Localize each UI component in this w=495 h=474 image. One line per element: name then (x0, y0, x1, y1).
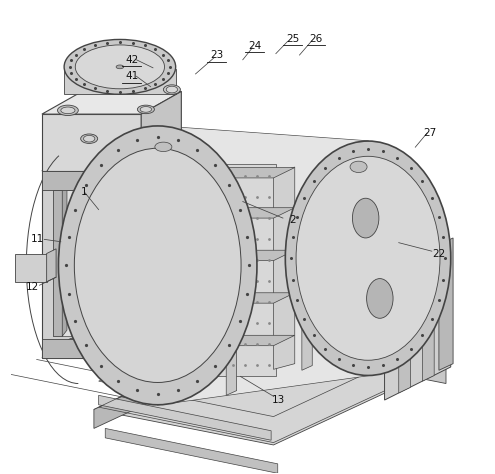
Polygon shape (158, 126, 368, 405)
Polygon shape (47, 249, 56, 282)
Ellipse shape (81, 134, 98, 144)
Text: 41: 41 (125, 71, 138, 82)
Polygon shape (190, 352, 198, 392)
Polygon shape (42, 338, 141, 357)
Polygon shape (64, 69, 176, 94)
Ellipse shape (64, 39, 176, 94)
Polygon shape (158, 208, 295, 218)
Text: 24: 24 (248, 41, 261, 51)
Polygon shape (94, 329, 446, 445)
Polygon shape (266, 329, 446, 383)
Ellipse shape (84, 136, 95, 142)
Polygon shape (226, 334, 237, 395)
Ellipse shape (57, 105, 78, 116)
Ellipse shape (285, 141, 451, 375)
Polygon shape (53, 190, 62, 336)
Polygon shape (270, 333, 278, 373)
Ellipse shape (75, 45, 164, 89)
Text: 1: 1 (81, 187, 88, 197)
Polygon shape (102, 183, 106, 336)
Polygon shape (42, 152, 141, 171)
Polygon shape (93, 190, 102, 336)
Text: 13: 13 (272, 395, 285, 405)
Polygon shape (158, 293, 295, 303)
Polygon shape (113, 152, 141, 357)
Polygon shape (158, 335, 295, 346)
Polygon shape (42, 114, 141, 171)
Polygon shape (99, 395, 271, 440)
Polygon shape (62, 183, 67, 336)
Polygon shape (158, 250, 295, 261)
Polygon shape (399, 256, 410, 393)
Ellipse shape (300, 305, 314, 315)
Ellipse shape (166, 86, 178, 93)
Polygon shape (422, 244, 434, 381)
Ellipse shape (296, 156, 440, 360)
Text: 22: 22 (432, 248, 446, 258)
Ellipse shape (155, 142, 172, 152)
Polygon shape (105, 428, 278, 474)
Ellipse shape (116, 65, 124, 69)
Polygon shape (274, 167, 295, 369)
Polygon shape (302, 309, 312, 370)
Polygon shape (42, 338, 113, 357)
Ellipse shape (367, 279, 393, 318)
Text: 12: 12 (26, 282, 39, 292)
Polygon shape (141, 91, 181, 171)
Polygon shape (42, 171, 113, 190)
Text: 42: 42 (125, 55, 138, 65)
Text: 26: 26 (309, 34, 323, 44)
Polygon shape (94, 329, 266, 428)
Polygon shape (42, 171, 113, 357)
Ellipse shape (225, 330, 238, 339)
Ellipse shape (140, 107, 151, 112)
Polygon shape (439, 238, 453, 370)
Polygon shape (202, 164, 276, 376)
Ellipse shape (163, 85, 180, 94)
Polygon shape (15, 254, 47, 282)
Ellipse shape (58, 126, 257, 405)
Polygon shape (53, 190, 102, 336)
Text: 25: 25 (286, 34, 299, 44)
Text: 23: 23 (210, 50, 223, 60)
Polygon shape (385, 242, 451, 400)
Text: 27: 27 (423, 128, 436, 138)
Text: 11: 11 (31, 234, 44, 245)
Ellipse shape (74, 148, 241, 383)
Ellipse shape (61, 107, 75, 114)
Polygon shape (317, 314, 326, 354)
Ellipse shape (138, 105, 154, 114)
Polygon shape (42, 91, 181, 114)
Ellipse shape (352, 198, 379, 238)
Polygon shape (158, 167, 295, 178)
Ellipse shape (350, 161, 367, 173)
Text: 2: 2 (289, 216, 296, 226)
